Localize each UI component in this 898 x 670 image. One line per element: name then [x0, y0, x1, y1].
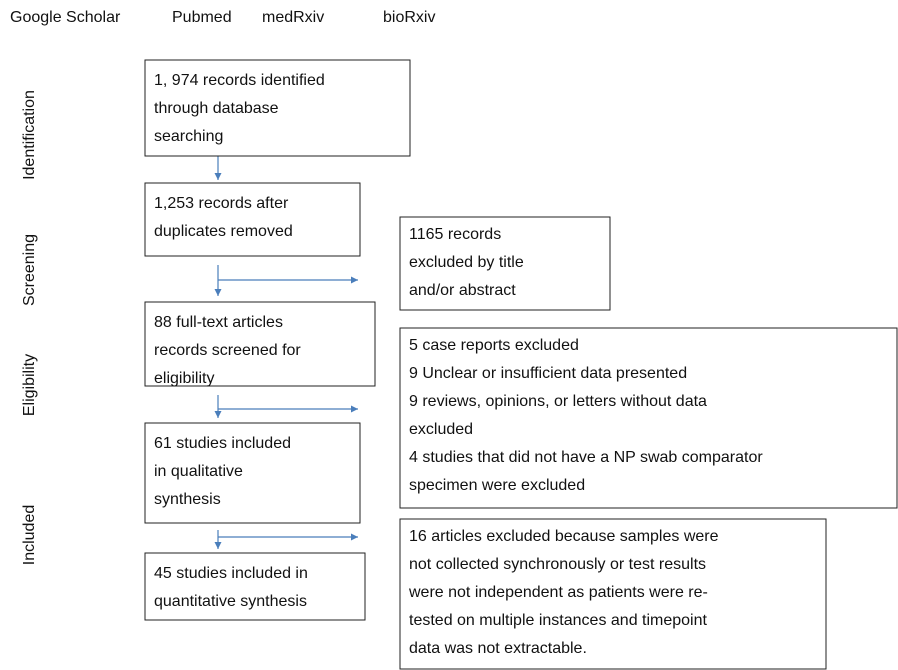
- box-text: eligibility: [154, 370, 214, 387]
- box-text: 5 case reports excluded: [409, 337, 579, 354]
- box-text: searching: [154, 128, 223, 145]
- box: [399, 518, 827, 670]
- box: [144, 59, 411, 157]
- box-text: excluded by title: [409, 254, 524, 271]
- box-text: quantitative synthesis: [154, 593, 307, 610]
- box-text: records screened for: [154, 342, 301, 359]
- box-text: tested on multiple instances and timepoi…: [409, 612, 708, 629]
- box-text: specimen were excluded: [409, 477, 585, 494]
- box-text: 1,253 records after: [154, 195, 289, 212]
- stage-label: Included: [21, 505, 38, 566]
- box: [399, 216, 611, 311]
- box-text: duplicates removed: [154, 223, 293, 240]
- box: [399, 327, 898, 509]
- box-text: 16 articles excluded because samples wer…: [409, 528, 719, 545]
- box-text: 61 studies included: [154, 435, 291, 452]
- box: [144, 182, 361, 257]
- box-text: 4 studies that did not have a NP swab co…: [409, 449, 763, 466]
- box-text: 1, 974 records identified: [154, 72, 325, 89]
- box-text: and/or abstract: [409, 282, 516, 299]
- box-text: synthesis: [154, 491, 221, 508]
- box-text: excluded: [409, 421, 473, 438]
- stage-label: Eligibility: [21, 354, 38, 416]
- box: [144, 552, 366, 621]
- box: [144, 422, 361, 524]
- box-text: data was not extractable.: [409, 640, 587, 657]
- stage-label: Identification: [21, 90, 38, 180]
- box-text: 1165 records: [409, 226, 501, 243]
- source-label: Google Scholar: [10, 9, 121, 26]
- source-label: Pubmed: [172, 9, 232, 26]
- box-text: 88 full-text articles: [154, 314, 283, 331]
- arrows: [214, 156, 358, 549]
- box-text: 9 Unclear or insufficient data presented: [409, 365, 687, 382]
- source-label: bioRxiv: [383, 9, 435, 26]
- box: [144, 301, 376, 387]
- stage-label: Screening: [21, 234, 38, 306]
- source-label: medRxiv: [262, 9, 324, 26]
- box-text: 9 reviews, opinions, or letters without …: [409, 393, 707, 410]
- box-text: through database: [154, 100, 279, 117]
- box-text: not collected synchronously or test resu…: [409, 556, 706, 573]
- box-text: 45 studies included in: [154, 565, 308, 582]
- box-text: in qualitative: [154, 463, 243, 480]
- box-text: were not independent as patients were re…: [408, 584, 708, 601]
